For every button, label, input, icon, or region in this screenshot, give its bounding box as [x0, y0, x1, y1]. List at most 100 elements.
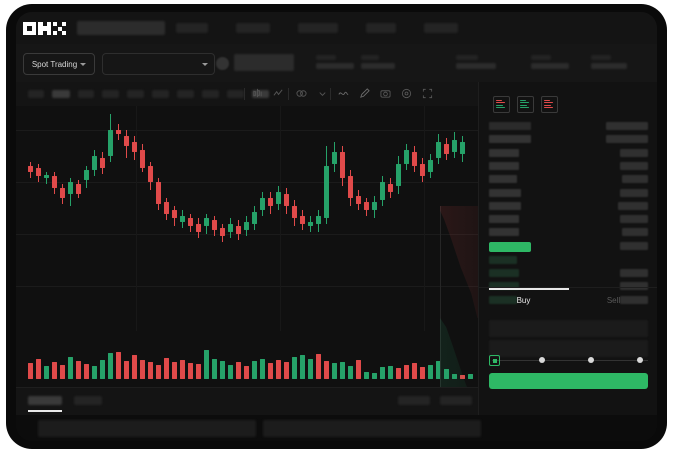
tab-buy[interactable]: Buy	[516, 296, 531, 305]
tab-open-orders[interactable]	[28, 396, 62, 405]
orderbook-ask-row-price[interactable]	[489, 161, 519, 170]
stat-label	[456, 55, 478, 60]
line-chart-icon[interactable]	[338, 88, 349, 99]
orderbook-ask-row-price[interactable]	[489, 175, 517, 184]
market-type-dropdown[interactable]: Spot Trading	[23, 53, 95, 75]
chart-settings-icon[interactable]	[401, 88, 412, 99]
orderbook-bid-row-price[interactable]	[489, 255, 517, 264]
bottom-panel-right[interactable]	[263, 420, 481, 437]
orderbook-view-both-icon[interactable]	[493, 96, 510, 113]
volume-bar	[308, 359, 313, 379]
candle-body	[76, 184, 81, 194]
candle-body	[452, 140, 457, 152]
compare-icon[interactable]	[296, 88, 307, 99]
timeframe-button-4[interactable]	[102, 90, 119, 98]
candle-body	[132, 142, 137, 152]
volume-bar	[236, 362, 241, 379]
candlestick-chart-icon[interactable]	[252, 88, 263, 99]
orderbook-bid-row-price[interactable]	[489, 282, 519, 291]
timeframe-button-1[interactable]	[28, 90, 44, 98]
timeframe-button-5[interactable]	[127, 90, 144, 98]
slider-step-2[interactable]	[588, 356, 594, 363]
stat-value	[361, 63, 395, 69]
indicators-icon[interactable]	[273, 88, 284, 99]
slider-step-1[interactable]	[539, 356, 545, 363]
volume-bar	[388, 366, 393, 379]
orderbook-ask-row-price[interactable]	[489, 135, 531, 144]
orderbook-view-asks-icon[interactable]	[541, 96, 558, 113]
orderbook-bid-row-price[interactable]	[489, 269, 519, 277]
orderbook-bid-row-amount[interactable]	[620, 282, 648, 291]
buy-submit-button[interactable]	[489, 373, 648, 389]
orderbook-bid-row-price[interactable]	[489, 295, 517, 304]
nav-item-1[interactable]	[176, 23, 208, 33]
button-hide-other-pairs[interactable]	[398, 396, 430, 405]
slider-step-3[interactable]	[637, 356, 643, 363]
nav-item-3[interactable]	[298, 23, 338, 33]
orderbook-ask-row-price[interactable]	[489, 201, 521, 210]
chevron-down-icon	[80, 62, 87, 66]
candle-body	[300, 216, 305, 224]
orderbook-ask-row-price[interactable]	[489, 228, 519, 237]
orderbook-ask-row-amount[interactable]	[620, 148, 648, 157]
orderbook-ask-row-price[interactable]	[489, 188, 521, 197]
volume-bar	[188, 363, 193, 379]
stat-value	[531, 63, 569, 69]
orderbook-ask-row-price[interactable]	[489, 148, 519, 157]
timeframe-button-2[interactable]	[52, 90, 70, 98]
orderbook-view-bids-icon[interactable]	[517, 96, 534, 113]
timeframe-button-6[interactable]	[152, 90, 169, 98]
orderbook-header-price	[489, 122, 531, 130]
order-amount-input[interactable]	[489, 340, 648, 357]
tab-sell[interactable]: Sell	[606, 296, 621, 305]
orderbook-ask-row-amount[interactable]	[620, 215, 648, 224]
search-input[interactable]	[77, 21, 165, 35]
tab-order-history[interactable]	[74, 396, 102, 405]
camera-snapshot-icon[interactable]	[380, 88, 391, 99]
order-amount-slider[interactable]	[489, 355, 648, 366]
trading-pair-selector[interactable]	[102, 53, 215, 75]
chart-tool-icons-mid	[296, 88, 328, 99]
candle-body	[108, 130, 113, 156]
okx-logo[interactable]	[23, 22, 67, 35]
chevron-down-icon[interactable]	[317, 88, 328, 99]
button-more-actions[interactable]	[440, 396, 472, 405]
orderbook-last-price[interactable]	[489, 241, 531, 252]
volume-bar	[76, 361, 81, 379]
candle-body	[92, 156, 97, 170]
orderbook-ask-row-amount[interactable]	[622, 228, 648, 237]
orderbook-ask-row-amount[interactable]	[620, 188, 648, 197]
bottom-panel-left[interactable]	[38, 420, 256, 437]
orderbook-ask-row-price[interactable]	[489, 215, 519, 224]
orderbook-ask-row-amount[interactable]	[606, 135, 648, 144]
orderbook-bid-row-amount[interactable]	[620, 295, 648, 304]
candle-body	[44, 175, 49, 178]
candle-body	[324, 166, 329, 218]
orderbook-bid-row-amount[interactable]	[620, 269, 648, 277]
stat-value	[591, 63, 627, 69]
slider-step-0-active[interactable]	[489, 355, 500, 366]
orderbook-ask-row-amount[interactable]	[620, 161, 648, 170]
candle-body	[212, 220, 217, 230]
candle-body	[68, 182, 73, 194]
nav-item-4[interactable]	[366, 23, 396, 33]
order-price-input[interactable]	[489, 320, 648, 337]
volume-bar	[52, 362, 57, 379]
orderbook-ask-row-amount[interactable]	[618, 201, 648, 210]
timeframe-button-7[interactable]	[177, 90, 194, 98]
orderbook-ask-row-amount[interactable]	[622, 175, 648, 184]
nav-item-2[interactable]	[236, 23, 270, 33]
timeframe-button-9[interactable]	[227, 90, 244, 98]
timeframe-button-8[interactable]	[202, 90, 219, 98]
price-chart[interactable]	[16, 106, 478, 387]
volume-bar	[380, 367, 385, 379]
nav-item-5[interactable]	[424, 23, 458, 33]
fullscreen-icon[interactable]	[422, 88, 433, 99]
volume-bar	[292, 357, 297, 379]
depth-chart-edge	[440, 206, 478, 387]
drawing-pencil-icon[interactable]	[359, 88, 370, 99]
candle-body	[244, 222, 249, 230]
timeframe-button-3[interactable]	[78, 90, 94, 98]
timeframe-button-10[interactable]	[252, 90, 269, 98]
volume-bar	[268, 363, 273, 379]
